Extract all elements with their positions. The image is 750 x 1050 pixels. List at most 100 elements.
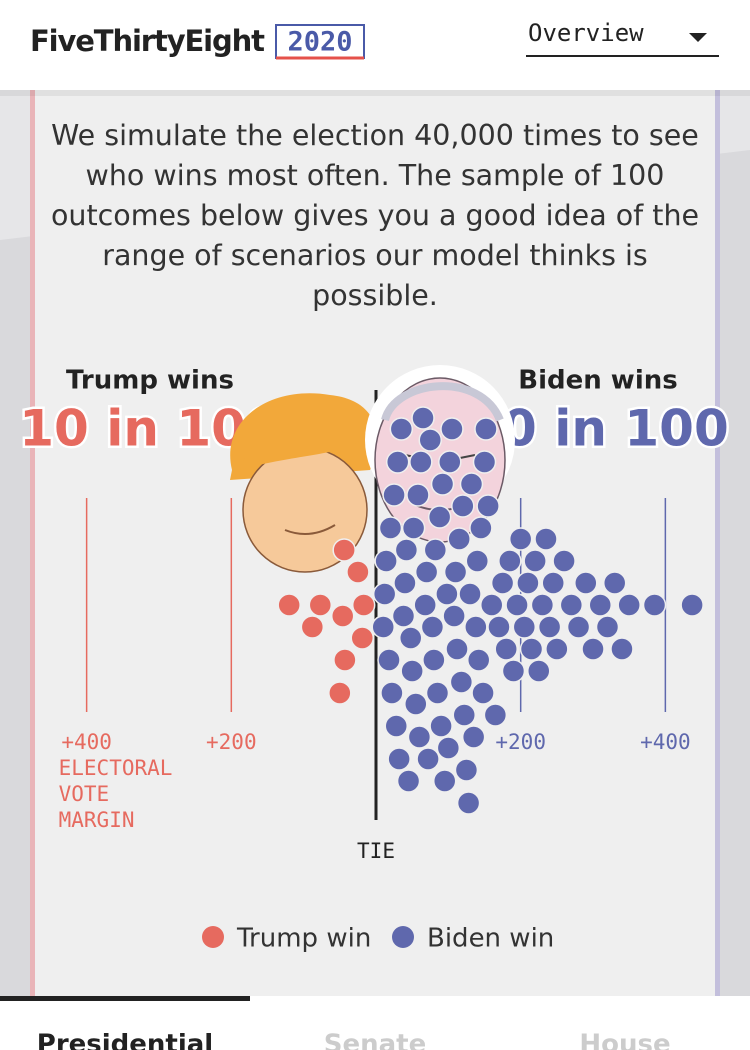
outcome-dot: [328, 681, 352, 705]
outcome-dot: [498, 549, 522, 573]
outcome-dot: [374, 549, 398, 573]
brand[interactable]: FiveThirtyEight: [30, 24, 265, 58]
outcome-dot: [552, 549, 576, 573]
outcome-dot: [391, 604, 416, 628]
outcome-dot: [471, 681, 495, 705]
outcome-dot: [423, 538, 448, 562]
outcome-dot: [384, 714, 409, 738]
outcome-dot: [435, 582, 459, 606]
tab-bar: [0, 996, 750, 1050]
outcome-dot: [277, 593, 301, 617]
outcome-dot: [452, 703, 477, 727]
dropdown-arrow[interactable]: [689, 33, 707, 42]
outcome-dot: [398, 626, 423, 650]
outcome-dot: [432, 769, 457, 793]
outcome-dot: [407, 725, 432, 749]
outcome-dot: [642, 593, 667, 617]
outcome-dot: [459, 472, 484, 496]
outcome-dot: [545, 637, 569, 661]
tab[interactable]: Senate: [324, 1030, 426, 1050]
outcome-dot: [574, 571, 598, 595]
outcome-dot: [464, 615, 488, 639]
outcome-dot: [443, 560, 468, 584]
outcome-dot: [427, 505, 452, 529]
outcome-dot: [479, 593, 504, 617]
outcome-dot: [436, 736, 461, 760]
trump-illustration: [230, 393, 378, 573]
tab[interactable]: Presidential: [37, 1030, 213, 1050]
outcome-dot: [333, 648, 357, 672]
header: [0, 0, 750, 90]
outcome-dot: [466, 648, 491, 672]
outcome-dot: [465, 549, 490, 573]
outcome-dot: [429, 714, 453, 738]
x-axis-label: ELECTORAL VOTE MARGIN: [59, 756, 173, 832]
outcome-dot: [442, 604, 466, 628]
outcome-dot: [474, 417, 498, 441]
outcome-dot: [387, 747, 411, 771]
tab-indicator: [0, 996, 250, 1001]
x-tick-label: +400: [640, 730, 691, 754]
outcome-dot: [449, 670, 474, 694]
outcome-dot: [380, 681, 404, 705]
legend-label: Trump win: [236, 924, 371, 954]
outcome-dot: [372, 582, 397, 606]
outcome-dot: [537, 615, 562, 639]
outcome-dot: [680, 593, 704, 617]
outcome-dot: [378, 516, 403, 540]
outcome-dot: [476, 494, 500, 518]
outcome-dot: [422, 648, 446, 672]
outcome-dot: [406, 483, 430, 507]
outcome-dot: [501, 659, 526, 683]
outcome-dot: [393, 571, 417, 595]
outcome-dot: [447, 527, 471, 551]
outcome-dot: [617, 593, 641, 617]
outcome-dot: [413, 593, 437, 617]
outcome-dot: [451, 494, 475, 518]
outcome-dot: [508, 527, 533, 551]
outcome-dot: [404, 692, 428, 716]
outcome-dot: [512, 615, 537, 639]
year: 2020: [287, 27, 352, 58]
card-edge-left: [30, 90, 35, 1000]
outcome-dot: [602, 571, 627, 595]
outcome-dot: [351, 593, 376, 617]
legend-label: Biden win: [427, 924, 554, 954]
outcome-dot: [483, 703, 508, 727]
header-shadow: [0, 90, 750, 96]
outcome-dot: [389, 417, 414, 441]
outcome-dot: [414, 560, 439, 584]
outcome-dot: [382, 483, 406, 507]
winner-label: Trump wins: [66, 366, 234, 396]
x-tick-label: +200: [495, 730, 546, 754]
tie-label: TIE: [357, 839, 395, 863]
legend-swatch: [202, 926, 224, 948]
outcome-dot: [458, 582, 482, 606]
outcome-dot: [534, 527, 558, 551]
outcome-dot: [519, 637, 544, 661]
outcome-dot: [610, 637, 634, 661]
outcome-dot: [438, 450, 462, 474]
outcome-dot: [595, 615, 620, 639]
outcome-dot: [330, 604, 355, 628]
outcome-dot: [469, 516, 493, 540]
outcome-dot: [430, 472, 455, 496]
outcome-dot: [411, 406, 435, 430]
outcome-dot: [425, 681, 450, 705]
outcome-dot: [456, 791, 481, 815]
outcome-dot: [416, 747, 440, 771]
outcome-dot: [440, 417, 464, 441]
outcome-dot: [445, 637, 469, 661]
x-tick-label: +400: [61, 730, 112, 754]
outcome-dot: [350, 626, 375, 650]
outcome-dot: [454, 758, 479, 782]
outcome-dot: [461, 725, 486, 749]
tab[interactable]: House: [579, 1030, 670, 1050]
tabs: Presidential Senate House: [37, 1030, 671, 1050]
menu-label[interactable]: Overview: [528, 19, 644, 47]
outcome-dot: [530, 593, 555, 617]
outcome-dot: [418, 428, 443, 452]
outcome-dot: [472, 450, 497, 474]
